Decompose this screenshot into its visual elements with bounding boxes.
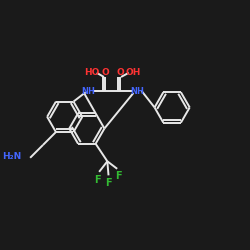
Text: F: F xyxy=(105,178,112,188)
Text: O: O xyxy=(101,68,109,77)
Text: OH: OH xyxy=(125,68,141,77)
Text: F: F xyxy=(115,171,122,181)
Text: H₂N: H₂N xyxy=(2,152,21,161)
Text: NH: NH xyxy=(130,86,144,96)
Text: NH: NH xyxy=(81,86,95,96)
Text: O: O xyxy=(116,68,124,77)
Text: F: F xyxy=(94,175,101,185)
Text: HO: HO xyxy=(84,68,100,77)
